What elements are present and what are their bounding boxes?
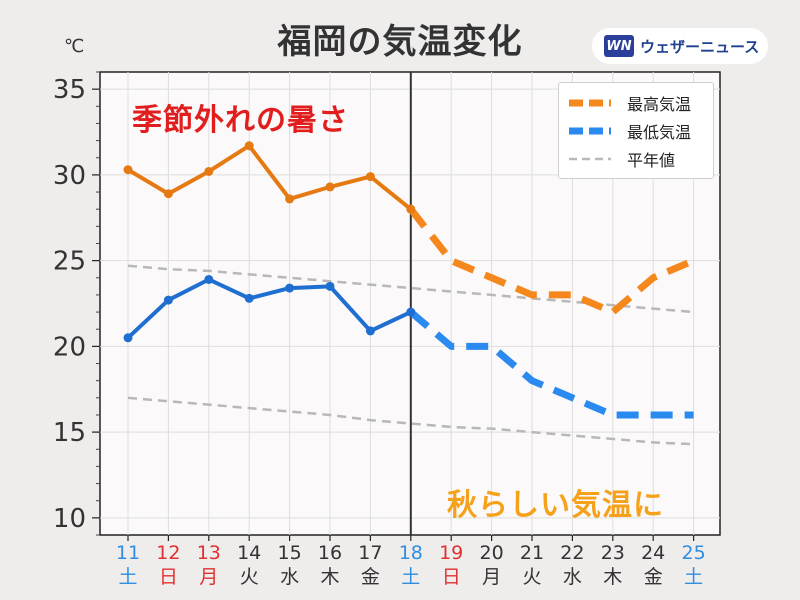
y-tick-label: 15 [53,418,86,448]
chart-legend: 最高気温 最低気温 平年値 [558,82,714,179]
x-tick-label-weekday: 月 [199,566,218,588]
x-tick-label-weekday: 水 [563,566,582,588]
x-tick-label-date: 18 [399,542,423,564]
annotation-cool: 秋らしい気温に [447,488,664,523]
x-tick-label-weekday: 木 [320,566,339,588]
series-line-normal-low [127,396,694,446]
legend-label-max: 最高気温 [627,95,692,114]
x-tick-label-weekday: 金 [361,566,380,588]
data-point-max [406,204,416,214]
x-tick-label-weekday: 土 [401,566,420,588]
y-axis-unit-label: ℃ [64,36,85,57]
x-tick-label-date: 21 [520,542,544,564]
x-tick-label-date: 22 [560,542,584,564]
data-point-min [365,326,375,336]
x-tick-label-weekday: 月 [482,566,501,588]
x-tick-label-weekday: 土 [684,566,703,588]
series-line-max-forecast [408,207,695,316]
x-tick-label-weekday: 火 [522,566,541,588]
x-tick-label-date: 16 [318,542,342,564]
data-point-min [285,283,295,293]
chart-title: 福岡の気温変化 [277,22,523,62]
legend-swatch-max [569,99,611,107]
y-tick-label: 10 [53,504,86,534]
series-line-max-observed [126,143,413,211]
legend-label-normal: 平年値 [627,151,676,170]
x-tick-label-date: 20 [480,542,504,564]
data-point-min [325,281,335,291]
y-tick-label: 25 [53,247,86,277]
data-point-min [244,293,254,303]
legend-item-min: 最低気温 [567,119,691,143]
x-tick-label-weekday: 火 [240,566,259,588]
data-point-max [365,172,375,182]
legend-swatch-normal [569,157,611,161]
logo-text: ウェザーニュース [640,37,760,56]
x-tick-label-date: 12 [156,542,180,564]
y-tick-label: 30 [53,161,86,191]
x-tick-label-weekday: 日 [159,566,178,588]
x-tick-label-date: 14 [237,542,261,564]
y-tick-label: 20 [53,332,86,362]
data-point-min [123,333,133,343]
data-point-min [204,274,214,284]
x-tick-label-date: 17 [358,542,382,564]
data-point-max [204,166,214,176]
x-tick-label-weekday: 水 [280,566,299,588]
x-tick-label-date: 11 [116,542,140,564]
data-point-max [123,165,133,175]
y-tick-label: 35 [53,75,86,105]
data-point-max [325,182,335,192]
legend-swatch-min [569,127,611,135]
legend-label-min: 最低気温 [627,123,692,142]
legend-item-max: 最高気温 [567,91,691,115]
x-tick-label-date: 13 [197,542,221,564]
x-tick-label-weekday: 日 [442,566,461,588]
legend-item-normal: 平年値 [567,147,675,171]
annotation-hot: 季節外れの暑さ [132,103,349,138]
data-point-max [244,141,254,151]
x-tick-label-date: 25 [682,542,706,564]
x-tick-label-date: 24 [641,542,665,564]
data-point-max [163,189,173,199]
data-point-max [285,194,295,204]
data-point-min [406,307,416,317]
x-tick-label-date: 19 [439,542,463,564]
x-tick-label-weekday: 土 [118,566,137,588]
x-tick-label-weekday: 木 [603,566,622,588]
x-tick-label-date: 15 [278,542,302,564]
data-point-min [163,295,173,305]
logo-mark: WN [604,35,634,57]
x-tick-label-weekday: 金 [644,566,663,588]
series-line-min-observed [126,277,412,340]
weathernews-logo: WN ウェザーニュース [592,28,768,64]
x-tick-label-date: 23 [601,542,625,564]
